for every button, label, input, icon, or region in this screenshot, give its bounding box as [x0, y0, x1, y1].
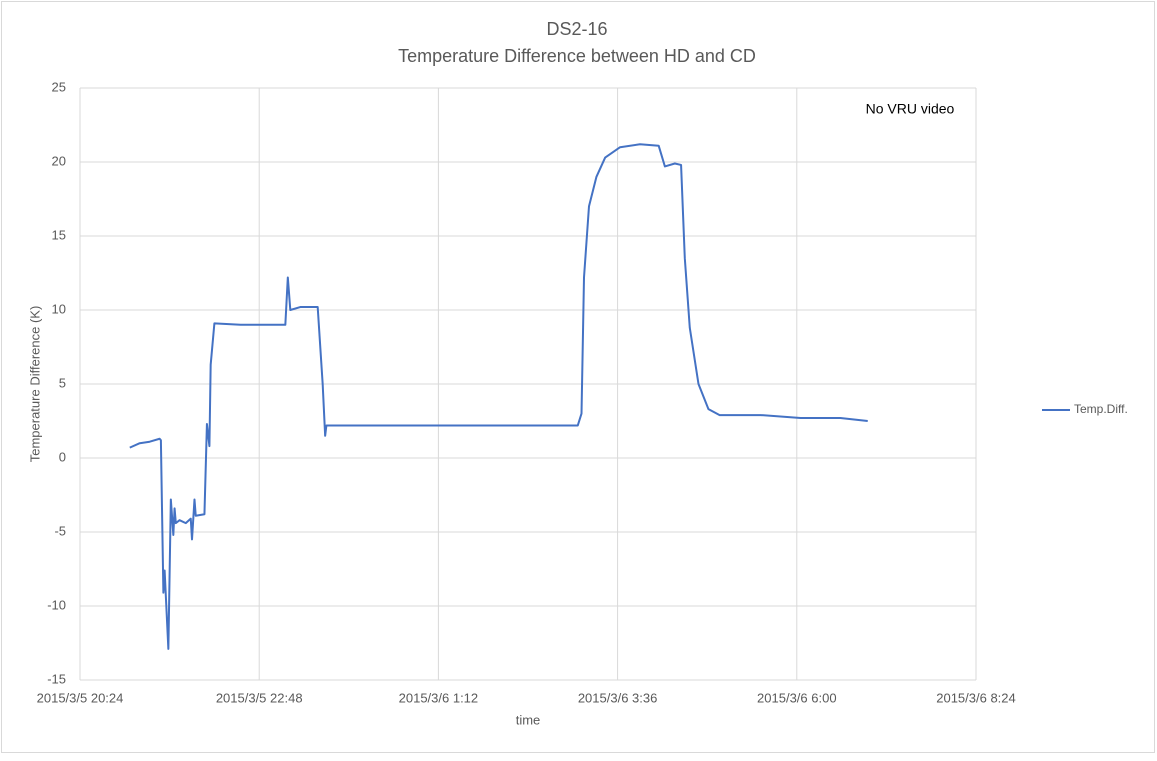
x-tick-label: 2015/3/5 20:24	[37, 690, 124, 705]
legend-label: Temp.Diff.	[1074, 402, 1128, 416]
y-tick-label: -15	[47, 671, 66, 686]
y-tick-label: -10	[47, 597, 66, 612]
y-tick-label: 10	[52, 301, 66, 316]
y-tick-label: -5	[54, 523, 66, 538]
y-axis-label: Temperature Difference (K)	[27, 306, 42, 463]
y-tick-label: 25	[52, 79, 66, 94]
x-tick-label: 2015/3/6 1:12	[399, 690, 479, 705]
x-axis-label: time	[516, 712, 541, 727]
x-tick-label: 2015/3/6 3:36	[578, 690, 658, 705]
x-tick-label: 2015/3/6 8:24	[936, 690, 1016, 705]
y-tick-label: 5	[59, 375, 66, 390]
chart-title: DS2-16	[546, 19, 607, 39]
y-tick-label: 15	[52, 227, 66, 242]
x-tick-label: 2015/3/5 22:48	[216, 690, 303, 705]
chart-subtitle: Temperature Difference between HD and CD	[398, 46, 756, 66]
y-tick-label: 0	[59, 449, 66, 464]
y-tick-label: 20	[52, 153, 66, 168]
annotation: No VRU video	[866, 101, 955, 117]
x-tick-label: 2015/3/6 6:00	[757, 690, 837, 705]
line-series	[129, 143, 868, 650]
